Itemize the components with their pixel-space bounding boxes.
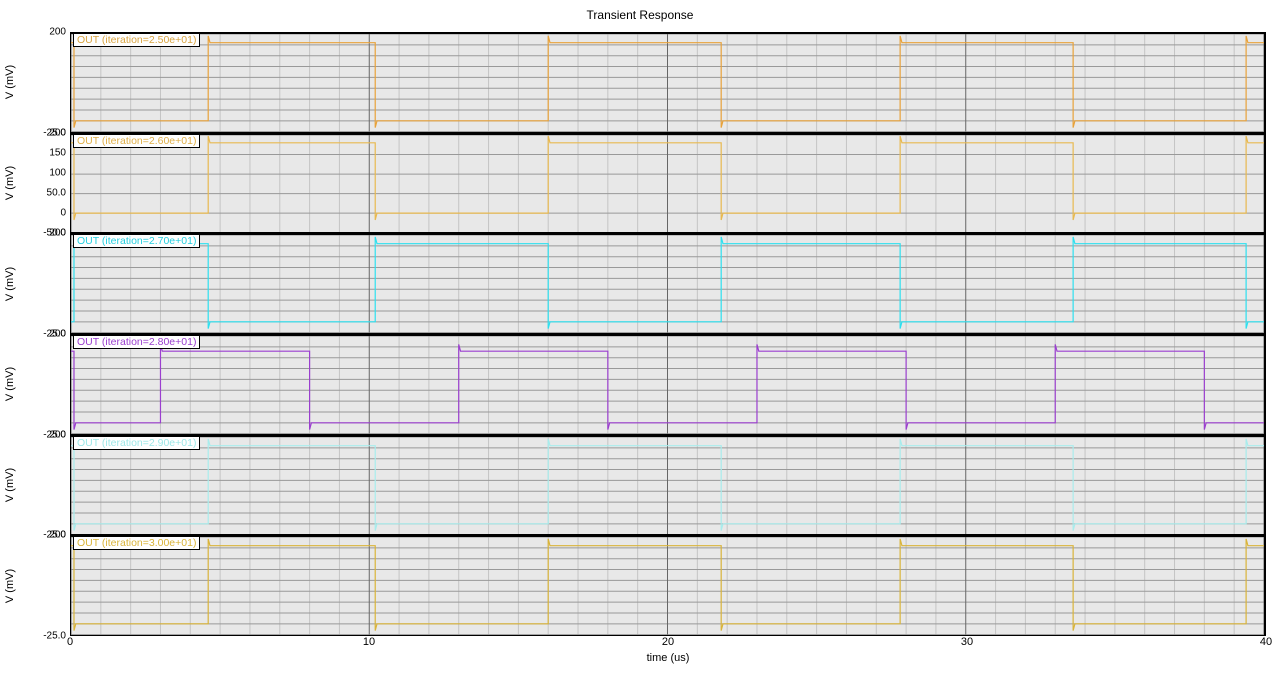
trace-legend[interactable]: OUT (iteration=3.00e+01) xyxy=(73,537,200,550)
plot-area[interactable]: OUT (iteration=2.80e+01) xyxy=(70,334,1266,435)
plot-panel: V (mV)-25.0200OUT (iteration=2.80e+01) xyxy=(0,334,1266,435)
y-tick: 200 xyxy=(49,329,66,340)
plot-area[interactable]: OUT (iteration=3.00e+01) xyxy=(70,535,1266,636)
trace-legend[interactable]: OUT (iteration=2.90e+01) xyxy=(73,437,200,450)
y-tick: 200 xyxy=(49,127,66,138)
plot-panel: V (mV)-25.0200OUT (iteration=3.00e+01) xyxy=(0,535,1266,636)
y-ticks: -25.0200 xyxy=(20,32,70,133)
y-ticks: -50.0050.0100150200 xyxy=(20,133,70,234)
y-tick: 200 xyxy=(49,530,66,541)
y-tick: 200 xyxy=(49,429,66,440)
y-axis-label: V (mV) xyxy=(0,535,20,636)
trace-legend[interactable]: OUT (iteration=2.70e+01) xyxy=(73,235,200,248)
x-axis-label: time (us) xyxy=(70,652,1266,664)
plot-area[interactable]: OUT (iteration=2.60e+01) xyxy=(70,133,1266,234)
x-tick: 30 xyxy=(961,636,973,648)
y-ticks: -25.0200 xyxy=(20,535,70,636)
x-axis: 010203040 time (us) xyxy=(70,636,1266,668)
y-axis-label: V (mV) xyxy=(0,32,20,133)
y-tick: 50.0 xyxy=(47,188,66,199)
y-ticks: -25.0200 xyxy=(20,334,70,435)
chart-title: Transient Response xyxy=(0,8,1280,22)
trace-legend[interactable]: OUT (iteration=2.60e+01) xyxy=(73,135,200,148)
y-ticks: -25.0200 xyxy=(20,233,70,334)
plot-area[interactable]: OUT (iteration=2.70e+01) xyxy=(70,233,1266,334)
y-tick: 0 xyxy=(60,208,66,219)
y-axis-label: V (mV) xyxy=(0,334,20,435)
y-axis-label: V (mV) xyxy=(0,435,20,536)
trace-legend[interactable]: OUT (iteration=2.50e+01) xyxy=(73,34,200,47)
x-tick: 0 xyxy=(67,636,73,648)
y-tick: 150 xyxy=(49,147,66,158)
y-tick: 100 xyxy=(49,167,66,178)
plot-panel: V (mV)-25.0200OUT (iteration=2.70e+01) xyxy=(0,233,1266,334)
y-axis-label: V (mV) xyxy=(0,133,20,234)
plot-panel: V (mV)-25.0200OUT (iteration=2.90e+01) xyxy=(0,435,1266,536)
trace-legend[interactable]: OUT (iteration=2.80e+01) xyxy=(73,336,200,349)
y-tick: 200 xyxy=(49,228,66,239)
y-axis-label: V (mV) xyxy=(0,233,20,334)
y-tick: 200 xyxy=(49,27,66,38)
x-tick: 20 xyxy=(662,636,674,648)
plot-area[interactable]: OUT (iteration=2.90e+01) xyxy=(70,435,1266,536)
plot-panel: V (mV)-25.0200OUT (iteration=2.50e+01) xyxy=(0,32,1266,133)
plot-stack: V (mV)-25.0200OUT (iteration=2.50e+01)V … xyxy=(0,32,1266,636)
x-tick: 10 xyxy=(363,636,375,648)
plot-area[interactable]: OUT (iteration=2.50e+01) xyxy=(70,32,1266,133)
y-tick: -25.0 xyxy=(43,631,66,642)
x-tick: 40 xyxy=(1260,636,1272,648)
y-ticks: -25.0200 xyxy=(20,435,70,536)
plot-panel: V (mV)-50.0050.0100150200OUT (iteration=… xyxy=(0,133,1266,234)
